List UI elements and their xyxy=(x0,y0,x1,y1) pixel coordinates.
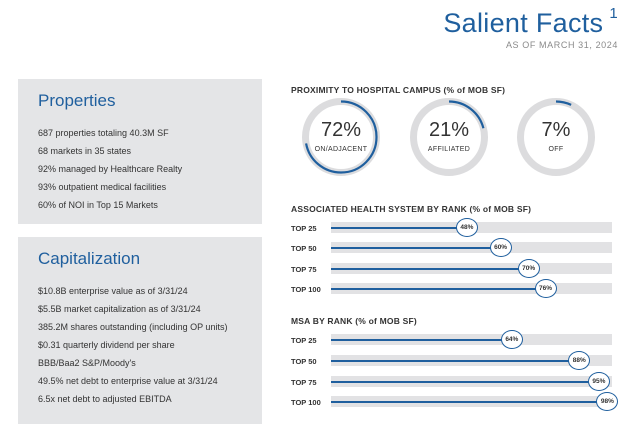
bar-value-bubble: 60% xyxy=(489,238,512,257)
capitalization-panel: Capitalization $10.8B enterprise value a… xyxy=(18,237,262,424)
list-item: 687 properties totaling 40.3M SF xyxy=(38,128,169,138)
donut-arc xyxy=(412,100,486,174)
donut-off: 7% OFF xyxy=(516,97,596,177)
donut-value: 21% xyxy=(428,119,470,141)
list-item: 60% of NOI in Top 15 Markets xyxy=(38,200,158,210)
capitalization-list: $10.8B enterprise value as of 3/31/24 $5… xyxy=(38,282,227,408)
donut-label: OFF xyxy=(548,146,564,153)
bar-fill xyxy=(331,288,545,290)
bar-fill xyxy=(331,360,579,362)
list-item: $10.8B enterprise value as of 3/31/24 xyxy=(38,286,188,296)
bar-fill xyxy=(331,339,511,341)
list-item: 6.5x net debt to adjusted EBITDA xyxy=(38,394,172,404)
health-bar-row: TOP 25 48% xyxy=(291,218,613,237)
proximity-chart-title: PROXIMITY TO HOSPITAL CAMPUS (% of MOB S… xyxy=(291,85,506,95)
capitalization-heading: Capitalization xyxy=(38,249,141,268)
bar-value-bubble: 70% xyxy=(517,259,540,278)
list-item: 92% managed by Healthcare Realty xyxy=(38,164,183,174)
bar-value-bubble: 76% xyxy=(534,279,557,298)
bar-fill xyxy=(331,401,607,403)
donut-ring xyxy=(517,98,595,176)
bar-label: TOP 100 xyxy=(291,285,321,294)
bar-fill xyxy=(331,247,500,249)
bar-fill xyxy=(331,381,598,383)
donut-affiliated: 21% AFFILIATED xyxy=(409,97,489,177)
page-header: Salient Facts 1 AS OF MARCH 31, 2024 xyxy=(443,5,618,50)
donut-label: ON/ADJACENT xyxy=(314,146,368,153)
msa-chart-title: MSA BY RANK (% of MOB SF) xyxy=(291,316,417,326)
health-bar-row: TOP 50 60% xyxy=(291,238,613,257)
health-bar-row: TOP 75 70% xyxy=(291,259,613,278)
bar-label: TOP 50 xyxy=(291,244,317,253)
properties-heading: Properties xyxy=(38,91,116,110)
donut-label: AFFILIATED xyxy=(427,146,471,153)
bar-label: TOP 75 xyxy=(291,378,317,387)
msa-bar-row: TOP 75 95% xyxy=(291,372,613,391)
bar-label: TOP 25 xyxy=(291,224,317,233)
msa-bar-row: TOP 100 98% xyxy=(291,392,619,411)
donut-ring xyxy=(302,98,380,176)
bar-fill xyxy=(331,268,528,270)
list-item: 49.5% net debt to enterprise value at 3/… xyxy=(38,376,218,386)
health-bar-row: TOP 100 76% xyxy=(291,279,613,298)
as-of-date: AS OF MARCH 31, 2024 xyxy=(505,40,618,50)
page-title-text: Salient Facts xyxy=(443,8,604,38)
list-item: 385.2M shares outstanding (including OP … xyxy=(38,322,228,332)
donut-arc xyxy=(519,100,593,174)
bar-value-bubble: 88% xyxy=(568,351,591,370)
donut-ring xyxy=(410,98,488,176)
donut-value: 7% xyxy=(541,119,571,141)
bar-value-bubble: 98% xyxy=(596,392,619,411)
bar-value-bubble: 48% xyxy=(455,218,478,237)
bar-label: TOP 25 xyxy=(291,336,317,345)
bar-label: TOP 50 xyxy=(291,357,317,366)
bar-value-bubble: 95% xyxy=(587,372,610,391)
bar-label: TOP 100 xyxy=(291,398,321,407)
list-item: BBB/Baa2 S&P/Moody's xyxy=(38,358,136,368)
list-item: 68 markets in 35 states xyxy=(38,146,132,156)
health-system-chart-title: ASSOCIATED HEALTH SYSTEM BY RANK (% of M… xyxy=(291,204,532,214)
bar-value-bubble: 64% xyxy=(500,330,523,349)
list-item: $5.5B market capitalization as of 3/31/2… xyxy=(38,304,201,314)
properties-panel: Properties 687 properties totaling 40.3M… xyxy=(18,79,262,224)
list-item: $0.31 quarterly dividend per share xyxy=(38,340,175,350)
properties-list: 687 properties totaling 40.3M SF 68 mark… xyxy=(38,124,182,214)
footnote-marker: 1 xyxy=(609,5,618,22)
msa-bar-row: TOP 25 64% xyxy=(291,330,613,349)
donut-on-adjacent: 72% ON/ADJACENT xyxy=(301,97,381,177)
donut-value: 72% xyxy=(320,119,362,141)
msa-bar-row: TOP 50 88% xyxy=(291,351,613,370)
donut-arc xyxy=(304,100,378,174)
page-title: Salient Facts 1 xyxy=(443,5,618,39)
list-item: 93% outpatient medical facilities xyxy=(38,182,167,192)
bar-fill xyxy=(331,227,466,229)
bar-label: TOP 75 xyxy=(291,265,317,274)
